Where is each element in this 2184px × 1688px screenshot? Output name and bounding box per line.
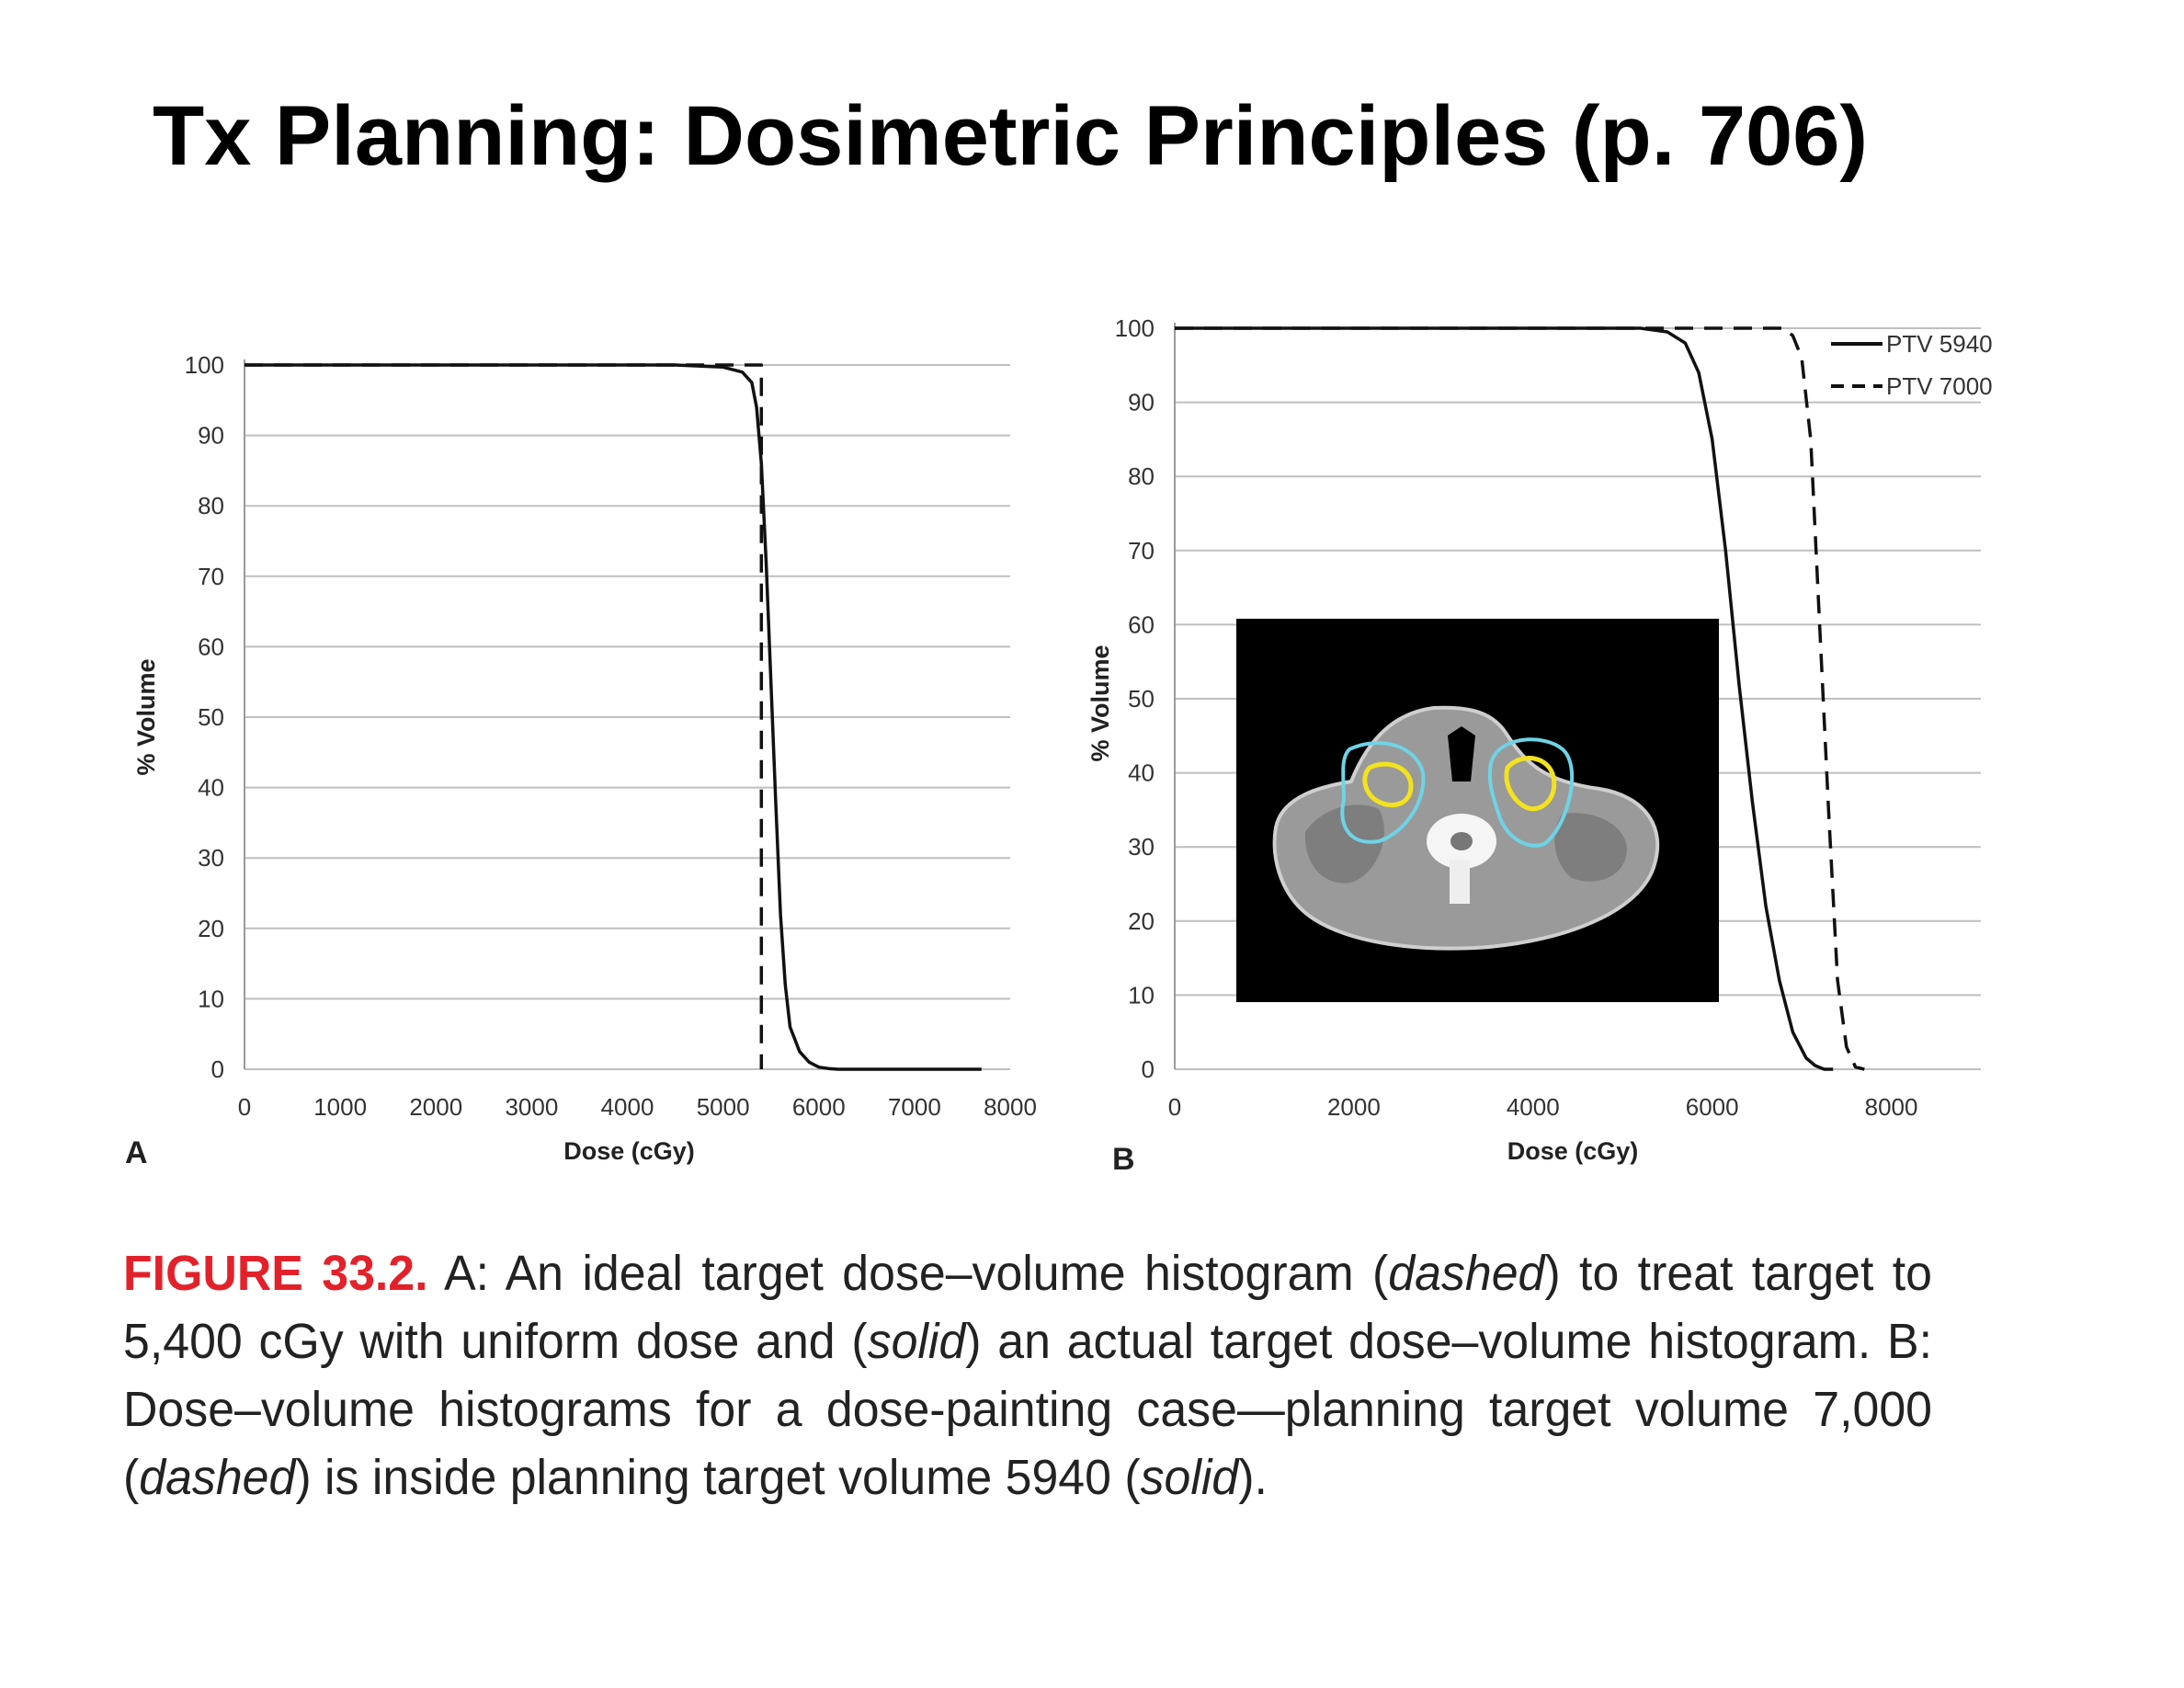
- figure-caption: FIGURE 33.2. A: An ideal target dose–vol…: [123, 1239, 1932, 1511]
- x-tick-label: 3000: [505, 1093, 558, 1121]
- inset-muscle-right: [1554, 813, 1627, 882]
- ct-axial-neck-icon: [1236, 619, 1719, 1002]
- caption-text-2: ) to treat target to 5,400 cGy with unif…: [123, 1246, 1933, 1369]
- inset-contour-ptv7000-left: [1362, 761, 1414, 808]
- legend-label: PTV 7000: [1886, 372, 1993, 400]
- x-tick-label: 2000: [1327, 1093, 1381, 1121]
- y-tick-label: 0: [1142, 1055, 1155, 1083]
- legend-label: PTV 5940: [1886, 330, 1993, 358]
- caption-text-5: ).: [1238, 1450, 1268, 1505]
- inset-spinal-canal: [1450, 832, 1473, 850]
- caption-italic-2: solid: [867, 1314, 966, 1369]
- chart-b: 0 10 20 30 40 50 60 70 80 90 100 0 2000 4000 6000 8000 D…: [1086, 314, 1993, 1177]
- y-tick-label: 50: [1128, 685, 1155, 713]
- inset-contour-ptv5940-left: [1340, 741, 1426, 844]
- x-tick-label: 2000: [409, 1093, 462, 1121]
- caption-figure-label: FIGURE 33.2.: [123, 1246, 428, 1301]
- x-tick-label: 1000: [313, 1093, 367, 1121]
- caption-text-1: A: An ideal target dose–volume histogram…: [427, 1246, 1389, 1301]
- y-tick-label: 20: [1128, 907, 1155, 935]
- x-tick-label: 4000: [601, 1093, 654, 1121]
- y-tick-label: 30: [198, 844, 224, 872]
- y-tick-label: 10: [198, 985, 224, 1012]
- caption-italic-4: solid: [1140, 1450, 1239, 1505]
- x-tick-label: 8000: [1865, 1093, 1918, 1121]
- y-tick-label: 60: [1128, 610, 1155, 638]
- panel-letter: B: [1112, 1142, 1135, 1177]
- x-tick-label: 0: [238, 1093, 251, 1121]
- x-tick-label: 7000: [888, 1093, 941, 1121]
- x-tick-label: 0: [1168, 1093, 1181, 1121]
- caption-text-3: ) an actual target dose–volume histogram…: [123, 1314, 1932, 1505]
- y-tick-label: 90: [1128, 389, 1155, 416]
- y-tick-label: 80: [1128, 462, 1155, 490]
- x-tick-label: 6000: [792, 1093, 846, 1121]
- y-tick-label: 100: [1115, 314, 1155, 342]
- series-line-solid: [1175, 326, 1834, 1071]
- x-axis-label: Dose (cGy): [563, 1137, 695, 1165]
- y-tick-label: 70: [198, 563, 224, 590]
- y-tick-label: 50: [198, 703, 224, 731]
- y-tick-label: 30: [1128, 833, 1155, 861]
- y-tick-label: 60: [198, 633, 224, 660]
- inset-spinous-process: [1450, 860, 1470, 904]
- inset-airway: [1448, 726, 1475, 781]
- x-axis-label: Dose (cGy): [1507, 1137, 1639, 1165]
- caption-italic-1: dashed: [1388, 1246, 1545, 1301]
- inset-muscle-left: [1304, 804, 1384, 884]
- y-tick-label: 40: [198, 774, 224, 802]
- series-line-dashed: [1175, 326, 1865, 1071]
- y-tick-label: 10: [1128, 981, 1155, 1009]
- inset-contour-ptv7000-right: [1504, 756, 1557, 812]
- slide-title: Tx Planning: Dosimetric Principles (p. 7…: [153, 89, 1869, 183]
- x-tick-label: 8000: [984, 1093, 1037, 1121]
- x-tick-label: 6000: [1686, 1093, 1739, 1121]
- y-tick-label: 70: [1128, 537, 1155, 565]
- caption-text-4: ) is inside planning target volume 5940 …: [295, 1450, 1141, 1505]
- inset-contour-ptv5940-right: [1487, 737, 1575, 848]
- x-tick-label: 4000: [1507, 1093, 1560, 1121]
- y-tick-label: 80: [198, 492, 224, 519]
- y-tick-label: 100: [185, 351, 224, 379]
- y-tick-label: 20: [198, 915, 224, 942]
- panel-letter: A: [125, 1135, 148, 1170]
- caption-italic-3: dashed: [139, 1450, 296, 1505]
- x-tick-label: 5000: [697, 1093, 750, 1121]
- series-line-dashed: [245, 363, 764, 1069]
- y-tick-label: 40: [1128, 759, 1155, 787]
- y-tick-label: 90: [198, 422, 224, 450]
- y-axis-label: % Volume: [132, 658, 160, 775]
- y-axis-label: % Volume: [1086, 644, 1114, 761]
- y-tick-label: 0: [211, 1055, 224, 1083]
- series-line-solid: [245, 363, 982, 1071]
